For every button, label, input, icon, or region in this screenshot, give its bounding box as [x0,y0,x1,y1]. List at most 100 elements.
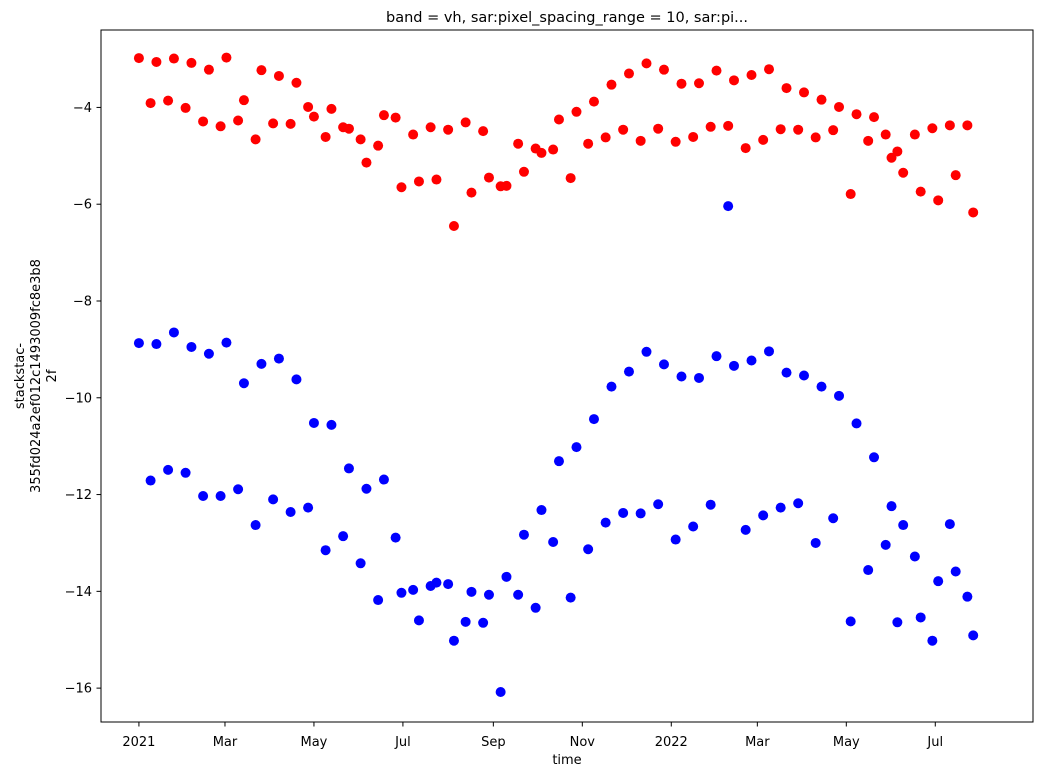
data-point-s0-4 [168,53,179,64]
data-point-s0-34 [431,174,442,185]
data-point-s1-78 [816,381,827,392]
data-point-s1-27 [373,595,384,606]
data-point-s1-45 [530,602,541,613]
data-point-s0-27 [373,140,384,151]
data-point-s1-58 [641,346,652,357]
data-point-s1-5 [180,467,191,478]
data-point-s0-11 [233,115,244,126]
data-point-s0-78 [816,94,827,105]
data-point-s0-14 [256,65,267,76]
data-point-s1-14 [256,358,267,369]
data-point-s0-37 [460,117,471,128]
data-point-s1-72 [764,346,775,357]
data-point-s0-52 [588,96,599,107]
x-tick-label-1: Mar [213,735,238,750]
data-point-s0-2 [151,56,162,67]
data-point-s0-58 [641,58,652,69]
data-point-s1-20 [308,417,319,428]
data-point-s1-29 [390,532,401,543]
data-point-s1-57 [635,508,646,519]
data-point-s1-92 [933,576,944,587]
data-point-s0-54 [606,79,617,90]
data-point-s0-7 [198,116,209,127]
data-point-s0-0 [133,53,144,64]
data-point-s1-32 [413,615,424,626]
y-axis-label-line-2: 2f [45,369,60,382]
data-point-s0-53 [600,132,611,143]
data-point-s0-5 [180,102,191,113]
data-point-s0-90 [915,186,926,197]
data-point-s1-86 [886,501,897,512]
data-point-s1-0 [133,338,144,349]
data-point-s0-25 [355,134,366,145]
data-point-s1-51 [583,544,594,555]
x-tick-label-2: May [300,735,327,750]
data-point-s0-63 [688,131,699,142]
chart-title: band = vh, sar:pixel_spacing_range = 10,… [386,10,748,26]
data-point-s1-67 [723,201,734,212]
x-tick-label-3: Jul [394,735,411,750]
data-point-s1-80 [834,390,845,401]
data-point-s1-88 [898,520,909,531]
data-point-s1-74 [781,367,792,378]
points-layer [133,52,979,697]
data-point-s0-82 [851,109,862,120]
data-point-s1-85 [880,539,891,550]
data-point-s0-10 [221,52,232,63]
data-point-s0-92 [933,195,944,206]
data-point-s0-43 [513,138,524,149]
data-point-s1-91 [927,635,938,646]
y-axis-label-line-0: stackstac- [13,343,28,409]
data-point-s1-60 [658,359,669,370]
data-point-s1-30 [396,587,407,598]
data-point-s0-74 [781,83,792,94]
x-axis: 2021 Mar May Jul Sep Nov 2022 Mar May Jul [122,722,943,750]
data-point-s1-17 [285,506,296,517]
data-point-s0-13 [250,134,261,145]
data-point-s1-4 [168,327,179,338]
data-point-s0-50 [571,106,582,117]
data-point-s1-39 [478,617,489,628]
data-point-s0-96 [968,207,979,218]
y-tick-label-3: −10 [65,391,92,406]
data-point-s1-12 [238,378,249,389]
y-tick-label-2: −12 [65,488,92,503]
data-point-s0-42 [501,180,512,191]
data-point-s1-25 [355,558,366,569]
data-point-s1-65 [705,499,716,510]
data-point-s1-52 [588,414,599,425]
data-point-s0-36 [448,220,459,231]
data-point-s0-66 [711,65,722,76]
data-point-s1-50 [571,442,582,453]
data-point-s0-85 [880,129,891,140]
data-point-s0-87 [892,146,903,157]
data-point-s0-95 [962,120,973,131]
data-point-s0-35 [443,124,454,135]
data-point-s1-31 [408,584,419,595]
data-point-s1-21 [320,545,331,556]
data-point-s0-20 [308,111,319,122]
y-axis-label-line-1: 355fd024a2ef012c1493009fc8e3b8 [29,259,44,493]
data-point-s0-71 [758,134,769,145]
data-point-s0-76 [799,87,810,98]
data-point-s0-86 [886,152,897,163]
data-point-s0-84 [869,112,880,123]
data-point-s0-44 [518,166,529,177]
data-point-s0-19 [303,101,314,112]
data-point-s0-1 [145,98,156,109]
data-point-s0-65 [705,121,716,132]
data-point-s0-3 [163,95,174,106]
data-point-s0-30 [396,182,407,193]
data-point-s1-62 [676,371,687,382]
data-point-s0-32 [413,176,424,187]
x-tick-label-4: Sep [481,735,506,750]
data-point-s1-10 [221,337,232,348]
data-point-s1-66 [711,351,722,362]
data-point-s1-61 [670,534,681,545]
data-point-s1-48 [553,456,564,467]
data-point-s0-55 [618,124,629,135]
data-point-s1-40 [483,589,494,600]
data-point-s0-81 [845,189,856,200]
